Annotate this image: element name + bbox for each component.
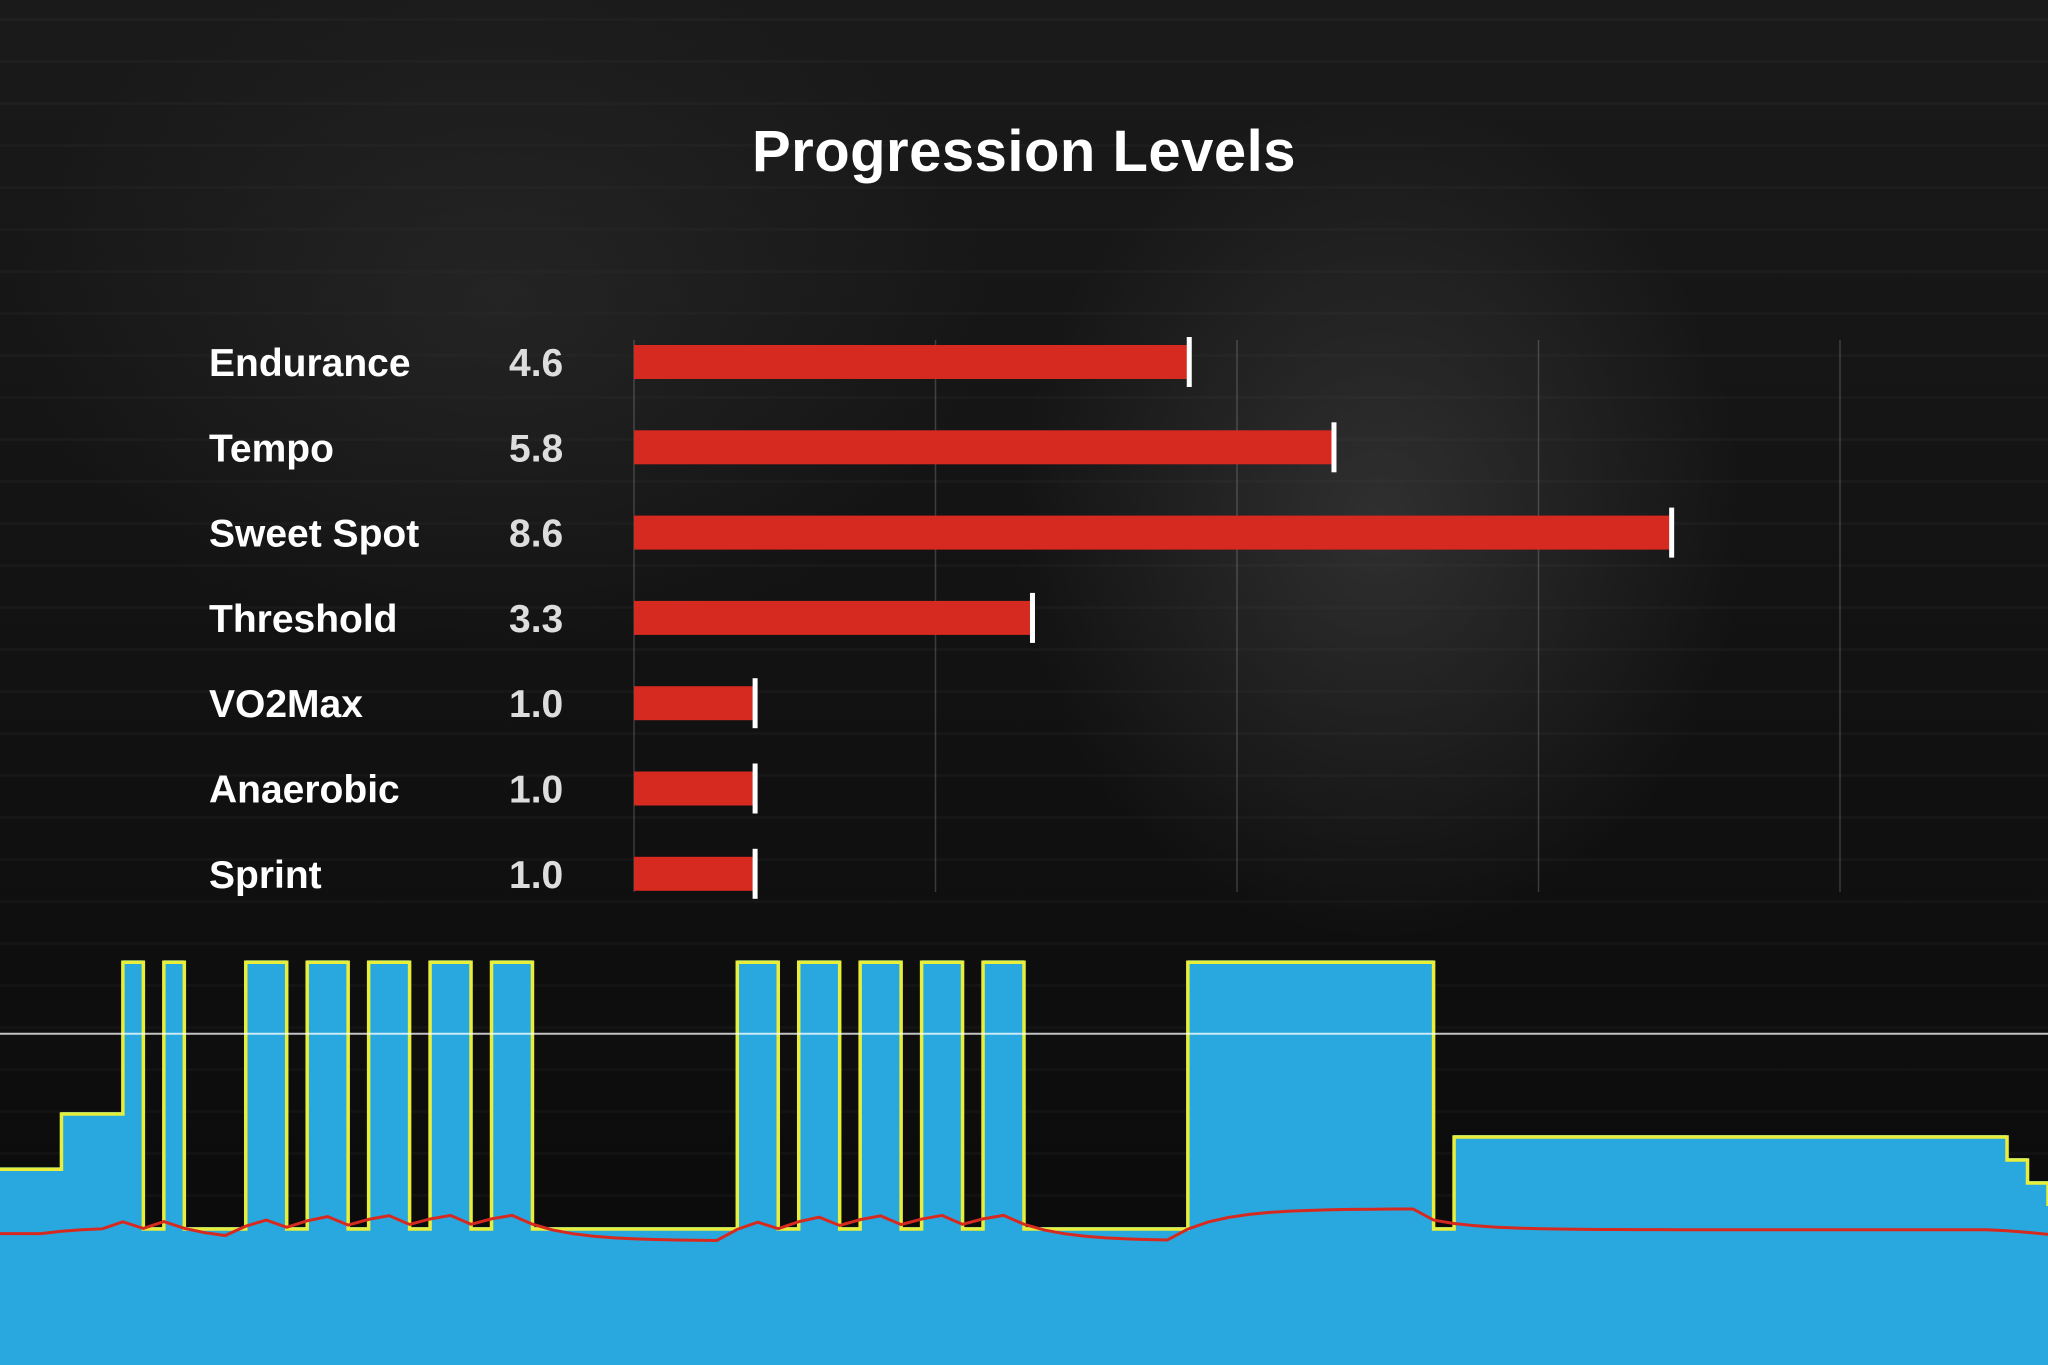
bar xyxy=(634,430,1334,465)
bar xyxy=(634,771,755,806)
label-group: Endurance 4.6 Tempo 5.8 Sweet Spot 8.6 Thresho… xyxy=(209,342,563,897)
bar-group xyxy=(634,337,1675,899)
value-label: 8.6 xyxy=(509,513,563,556)
value-label: 1.0 xyxy=(509,769,563,812)
category-label: Sweet Spot xyxy=(209,513,419,556)
value-label: 1.0 xyxy=(509,683,563,726)
heart-rate-trace xyxy=(0,1207,2048,1242)
value-label: 3.3 xyxy=(509,598,563,641)
category-label: VO2Max xyxy=(209,683,363,726)
bar-end-marker xyxy=(1186,337,1192,387)
value-label: 4.6 xyxy=(509,342,563,385)
category-label: Threshold xyxy=(209,598,398,641)
bar-end-marker xyxy=(752,678,758,729)
bar xyxy=(634,856,755,891)
bar xyxy=(634,686,755,721)
category-label: Tempo xyxy=(209,427,334,470)
category-label: Sprint xyxy=(209,854,322,897)
bar-end-marker xyxy=(1029,592,1035,643)
category-label: Endurance xyxy=(209,342,411,385)
bar xyxy=(634,600,1032,635)
bar xyxy=(634,345,1189,379)
value-label: 1.0 xyxy=(509,854,563,897)
bar-end-marker xyxy=(752,763,758,814)
category-label: Anaerobic xyxy=(209,769,400,812)
power-trace xyxy=(0,960,2048,1231)
value-label: 5.8 xyxy=(509,427,563,470)
workout-profile xyxy=(0,960,2048,1365)
bar-end-marker xyxy=(1669,507,1675,558)
bar-end-marker xyxy=(1331,422,1337,473)
chart-title: Progression Levels xyxy=(751,119,1297,184)
bar xyxy=(634,515,1672,550)
bar-end-marker xyxy=(752,848,758,899)
